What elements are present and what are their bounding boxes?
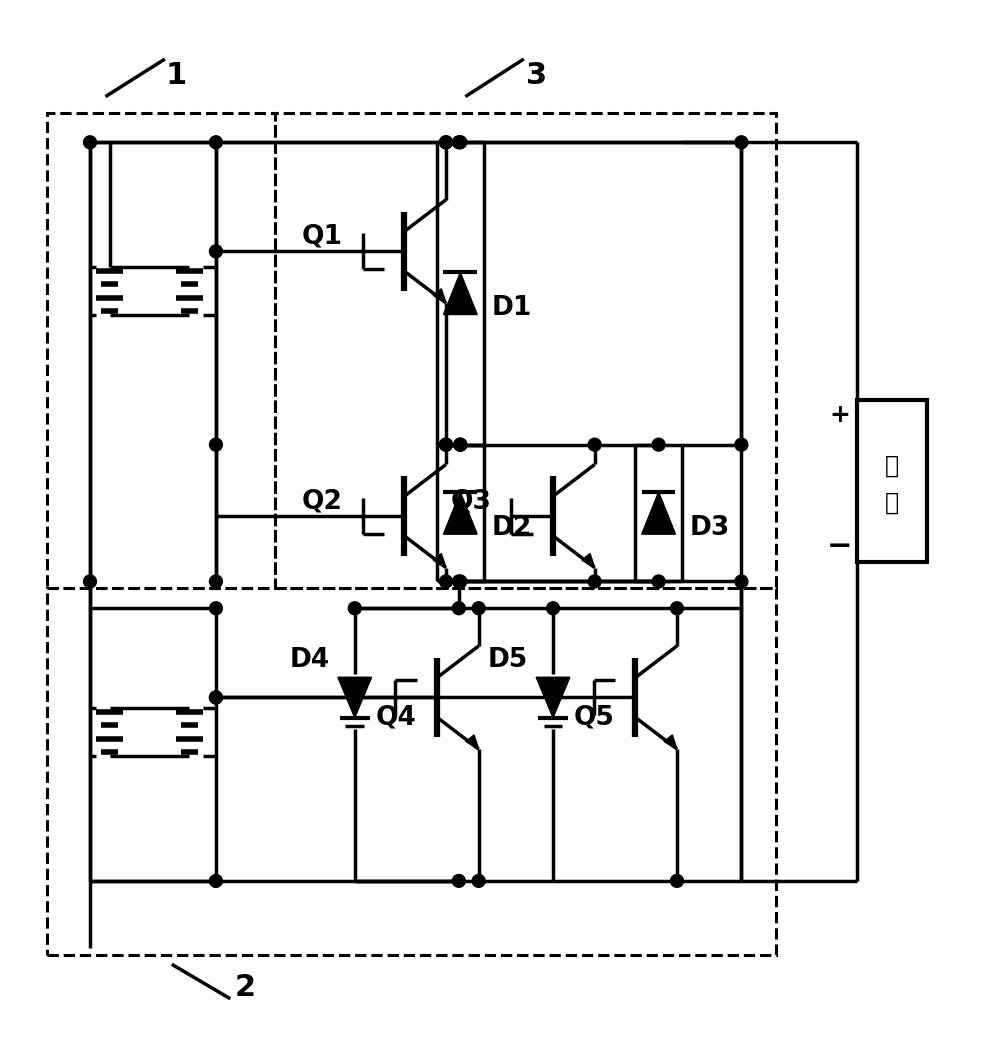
- Circle shape: [588, 438, 601, 451]
- Text: Q4: Q4: [376, 705, 417, 731]
- Circle shape: [735, 136, 748, 148]
- Circle shape: [671, 601, 683, 615]
- Circle shape: [588, 575, 601, 588]
- Circle shape: [453, 575, 466, 588]
- Circle shape: [209, 601, 222, 615]
- Polygon shape: [664, 735, 677, 749]
- Circle shape: [453, 601, 466, 615]
- Circle shape: [209, 691, 222, 704]
- Text: D4: D4: [290, 647, 330, 672]
- Circle shape: [454, 438, 467, 451]
- Text: D2: D2: [492, 515, 531, 541]
- Circle shape: [348, 601, 361, 615]
- Circle shape: [454, 136, 467, 148]
- Circle shape: [440, 438, 453, 451]
- Polygon shape: [444, 492, 478, 535]
- Bar: [857, 400, 927, 562]
- Circle shape: [652, 575, 665, 588]
- Circle shape: [473, 601, 486, 615]
- Text: D3: D3: [690, 515, 730, 541]
- Bar: [48, 589, 776, 955]
- Circle shape: [546, 601, 559, 615]
- Circle shape: [440, 136, 453, 148]
- Circle shape: [454, 575, 467, 588]
- Circle shape: [84, 575, 97, 588]
- Text: 3: 3: [525, 62, 546, 91]
- Circle shape: [671, 875, 683, 887]
- Polygon shape: [536, 678, 570, 717]
- Polygon shape: [338, 678, 372, 717]
- Circle shape: [209, 245, 222, 258]
- Circle shape: [735, 438, 748, 451]
- Text: +: +: [830, 403, 850, 427]
- Circle shape: [453, 136, 466, 148]
- Circle shape: [440, 438, 453, 451]
- Text: 2: 2: [235, 973, 256, 1002]
- Circle shape: [440, 136, 453, 148]
- Polygon shape: [433, 553, 446, 568]
- Text: Q2: Q2: [302, 489, 343, 515]
- Polygon shape: [582, 553, 594, 568]
- Polygon shape: [444, 272, 478, 314]
- Text: 载: 载: [885, 491, 899, 515]
- Polygon shape: [642, 492, 676, 535]
- Circle shape: [84, 136, 97, 148]
- Text: 1: 1: [166, 62, 186, 91]
- Circle shape: [473, 875, 486, 887]
- Text: D5: D5: [488, 647, 528, 672]
- Circle shape: [735, 575, 748, 588]
- Polygon shape: [433, 289, 446, 303]
- Text: Q5: Q5: [574, 705, 615, 731]
- Text: Q1: Q1: [302, 223, 343, 250]
- Text: 负: 负: [885, 454, 899, 478]
- Polygon shape: [466, 735, 479, 749]
- Text: Q3: Q3: [451, 489, 492, 515]
- Circle shape: [209, 136, 222, 148]
- Circle shape: [652, 438, 665, 451]
- Circle shape: [209, 438, 222, 451]
- Bar: [275, 113, 776, 589]
- Text: −: −: [827, 532, 852, 562]
- Circle shape: [209, 691, 222, 704]
- Circle shape: [209, 575, 222, 588]
- Text: D1: D1: [492, 295, 532, 322]
- Bar: [48, 113, 275, 589]
- Circle shape: [440, 575, 453, 588]
- Circle shape: [454, 438, 467, 451]
- Circle shape: [209, 875, 222, 887]
- Circle shape: [453, 875, 466, 887]
